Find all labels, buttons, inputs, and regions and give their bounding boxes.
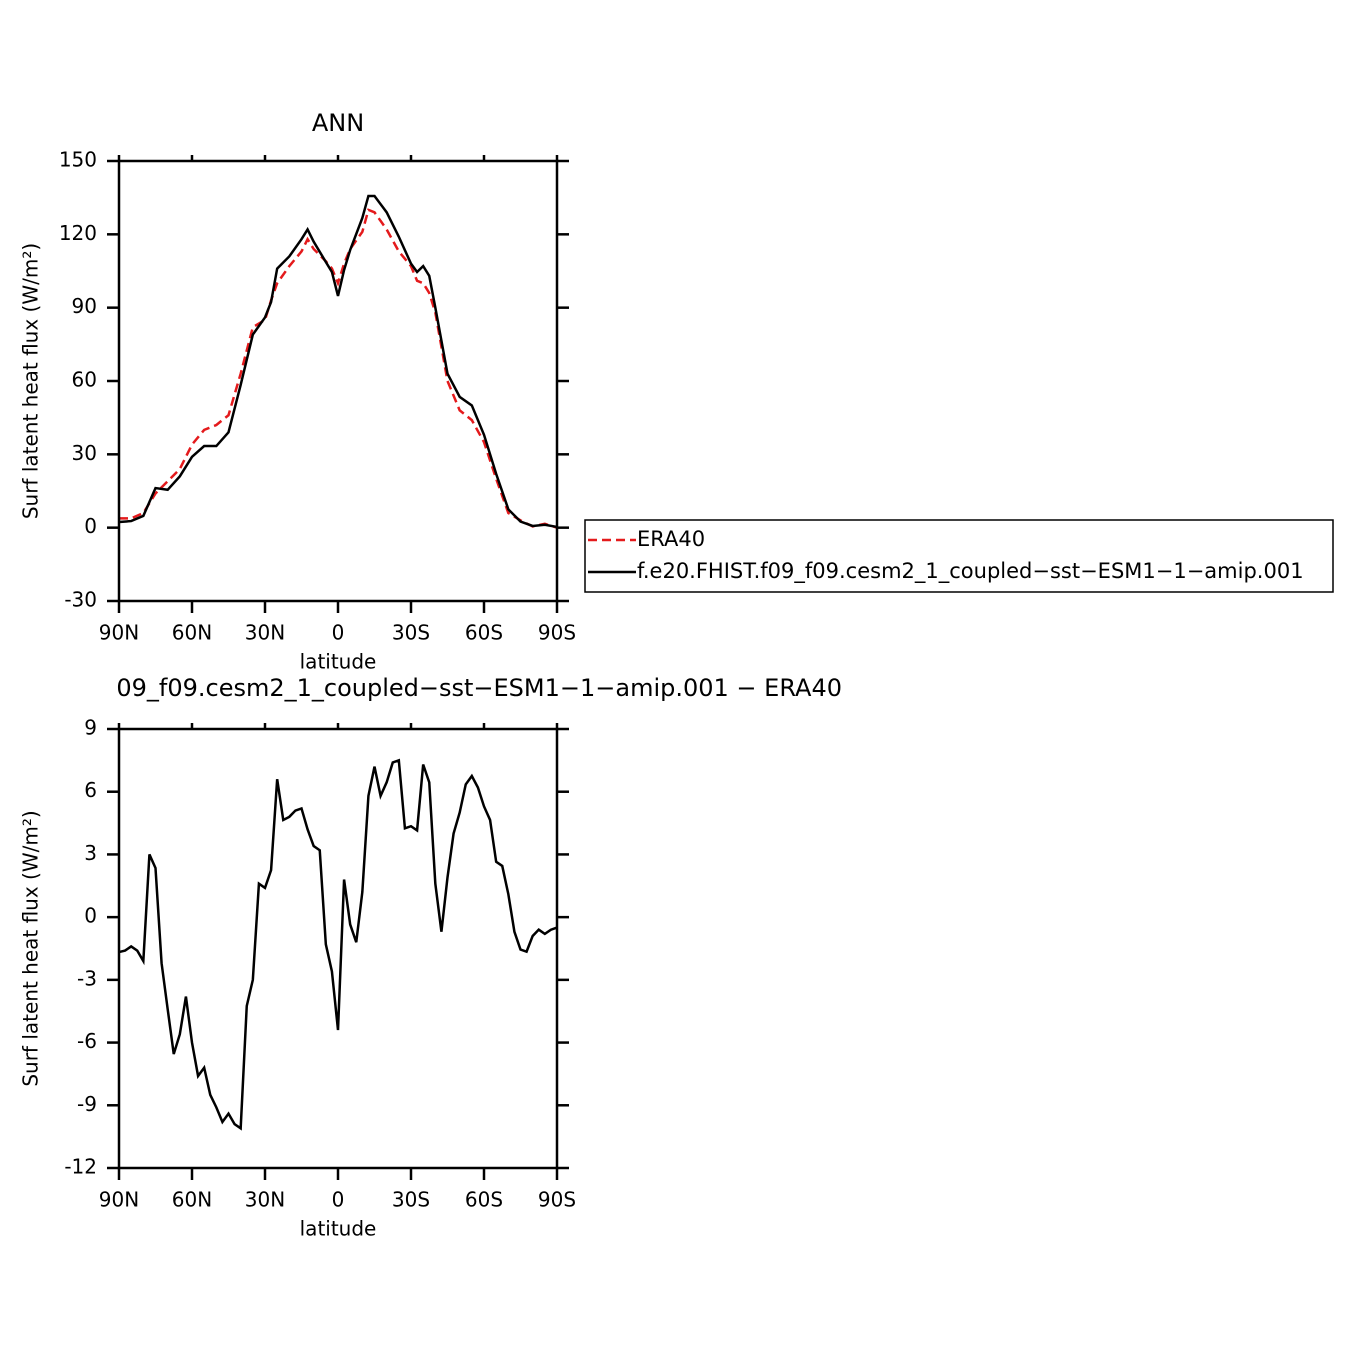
chart-title: ANN — [312, 109, 364, 137]
x-tick-label: 90S — [538, 1188, 576, 1212]
y-tick-label: 30 — [72, 441, 97, 465]
plot-frame — [117, 159, 559, 603]
y-axis-label: Surf latent heat flux (W/m²) — [19, 243, 43, 519]
y-axis-label: Surf latent heat flux (W/m²) — [19, 810, 43, 1086]
x-tick-label: 60N — [172, 621, 212, 645]
y-tick-label: -30 — [64, 588, 97, 612]
data-line — [119, 208, 558, 529]
data-line — [118, 758, 558, 1131]
x-tick-label: 30S — [392, 621, 430, 645]
legend-box — [584, 519, 1334, 593]
x-tick-label: 30N — [245, 621, 285, 645]
y-tick-label: -6 — [77, 1029, 97, 1053]
y-tick-label: -9 — [77, 1092, 97, 1116]
x-tick-label: 60N — [172, 1188, 212, 1212]
y-tick-label: 120 — [59, 221, 97, 245]
plot-frame — [117, 727, 559, 1170]
legend-label: ERA40 — [637, 527, 705, 551]
y-tick-label: 6 — [84, 778, 97, 802]
y-tick-label: -3 — [77, 966, 97, 990]
x-tick-label: 90N — [99, 1188, 139, 1212]
y-tick-label: 3 — [84, 841, 97, 865]
y-tick-label: 9 — [84, 716, 97, 740]
x-tick-label: 0 — [332, 1188, 345, 1212]
y-tick-label: 150 — [59, 148, 97, 172]
x-tick-label: 90S — [538, 621, 576, 645]
y-tick-label: 0 — [84, 514, 97, 538]
x-axis-label: latitude — [300, 1217, 377, 1241]
y-tick-label: 0 — [84, 904, 97, 928]
y-tick-label: 90 — [72, 294, 97, 318]
x-tick-label: 60S — [465, 1188, 503, 1212]
x-tick-label: 90N — [99, 621, 139, 645]
y-tick-label: 60 — [72, 368, 97, 392]
data-line — [118, 194, 558, 529]
x-tick-label: 30S — [392, 1188, 430, 1212]
y-tick-label: -12 — [64, 1155, 97, 1179]
x-tick-label: 0 — [332, 621, 345, 645]
legend-label: f.e20.FHIST.f09_f09.cesm2_1_coupled−sst−… — [637, 559, 1304, 584]
x-tick-label: 30N — [245, 1188, 285, 1212]
x-tick-label: 60S — [465, 621, 503, 645]
x-axis-label: latitude — [300, 650, 377, 674]
chart-title: 09_f09.cesm2_1_coupled−sst−ESM1−1−amip.0… — [116, 674, 842, 702]
